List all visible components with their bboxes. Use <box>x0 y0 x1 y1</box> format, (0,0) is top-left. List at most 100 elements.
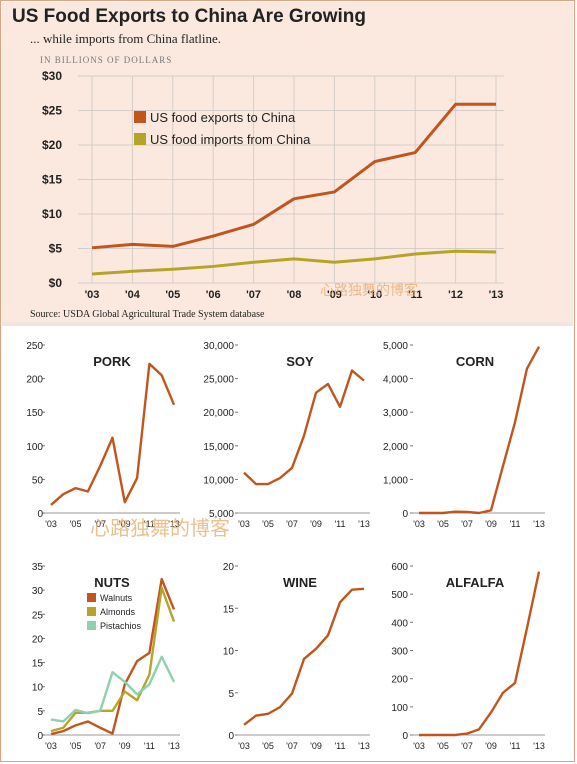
x-tick-label: '07 <box>286 519 298 529</box>
y-tick-label: 100 <box>391 703 408 714</box>
y-tick-label: 50 <box>32 475 44 486</box>
x-tick-label: '11 <box>509 519 520 529</box>
x-tick-label: '09 <box>119 519 131 529</box>
y-tick-label: $25 <box>42 104 62 118</box>
y-tick-label: 15,000 <box>203 442 234 453</box>
y-tick-label: $15 <box>42 173 62 187</box>
x-tick-label: '07 <box>286 741 298 751</box>
x-tick-label: '09 <box>119 741 131 751</box>
x-tick-label: '13 <box>358 741 370 751</box>
y-tick-label: 1,000 <box>383 475 408 486</box>
chart-subtitle: ... while imports from China flatline. <box>30 31 221 46</box>
x-tick-label: '05 <box>262 519 274 529</box>
panel-title: PORK <box>93 354 131 369</box>
x-tick-label: '05 <box>262 741 274 751</box>
x-tick-label: '05 <box>70 741 82 751</box>
y-tick-label: 3,000 <box>383 408 408 419</box>
x-tick-label: '03 <box>413 519 425 529</box>
x-tick-label: '11 <box>408 289 422 301</box>
y-tick-label: 20,000 <box>203 408 234 419</box>
x-tick-label: '03 <box>45 519 57 529</box>
legend-swatch <box>134 133 146 145</box>
y-tick-label: 15 <box>223 604 235 615</box>
watermark: 心路独舞的博客 <box>320 282 418 298</box>
y-tick-label: 500 <box>391 590 408 601</box>
y-tick-label: 0 <box>402 731 408 742</box>
y-tick-label: 5 <box>228 689 234 700</box>
x-tick-label: '09 <box>310 741 322 751</box>
x-tick-label: '09 <box>327 289 342 301</box>
main-chart-panel <box>2 2 573 322</box>
y-tick-label: 10 <box>32 683 44 694</box>
panel-title: ALFALFA <box>446 575 505 590</box>
legend-swatch <box>134 111 146 123</box>
x-tick-label: '07 <box>461 519 473 529</box>
x-tick-label: '03 <box>238 519 250 529</box>
panel-title: NUTS <box>94 575 130 590</box>
y-tick-label: $10 <box>42 207 62 221</box>
series-line-almonds <box>50 586 176 733</box>
y-tick-label: $5 <box>49 242 63 256</box>
y-tick-label: 30,000 <box>203 341 234 352</box>
legend-swatch <box>87 593 96 602</box>
y-tick-label: 5,000 <box>383 341 408 352</box>
x-tick-label: '13 <box>489 289 504 301</box>
series-line-pistachios <box>50 655 176 723</box>
x-tick-label: '09 <box>485 741 497 751</box>
series-line-walnuts <box>50 577 176 736</box>
x-tick-label: '13 <box>168 741 180 751</box>
y-tick-label: 0 <box>228 731 234 742</box>
chart-title: US Food Exports to China Are Growing <box>12 6 366 27</box>
unit-label: IN BILLIONS OF DOLLARS <box>40 55 173 65</box>
y-tick-label: 5,000 <box>209 509 234 520</box>
y-tick-label: 20 <box>223 562 235 573</box>
x-tick-label: '13 <box>168 519 180 529</box>
legend-label: US food exports to China <box>150 110 296 125</box>
y-tick-label: 400 <box>391 618 408 629</box>
y-tick-label: 35 <box>32 562 44 573</box>
y-tick-label: 5 <box>37 707 43 718</box>
x-tick-label: '12 <box>448 289 463 301</box>
y-tick-label: $20 <box>42 138 62 152</box>
legend-swatch <box>87 621 96 630</box>
legend-label: US food imports from China <box>150 132 311 147</box>
x-tick-label: '03 <box>85 289 100 301</box>
x-tick-label: '05 <box>70 519 82 529</box>
x-tick-label: '10 <box>367 289 382 301</box>
x-tick-label: '05 <box>165 289 180 301</box>
x-tick-label: '09 <box>310 519 322 529</box>
x-tick-label: '11 <box>509 741 520 751</box>
y-tick-label: 300 <box>391 647 408 658</box>
y-tick-label: 150 <box>26 408 43 419</box>
x-tick-label: '11 <box>334 741 345 751</box>
panel-title: SOY <box>286 354 314 369</box>
x-tick-label: '05 <box>437 519 449 529</box>
y-tick-label: 20 <box>32 634 44 645</box>
y-tick-label: 250 <box>26 341 43 352</box>
x-tick-label: '07 <box>246 289 261 301</box>
series-line <box>419 346 541 515</box>
legend-label: Almonds <box>100 607 136 617</box>
x-tick-label: '03 <box>238 741 250 751</box>
series-line <box>419 571 541 737</box>
panel-title: CORN <box>456 354 494 369</box>
y-tick-label: 600 <box>391 562 408 573</box>
y-tick-label: 10 <box>223 647 235 658</box>
x-tick-label: '11 <box>144 519 155 529</box>
y-tick-label: 0 <box>37 731 43 742</box>
y-tick-label: 0 <box>402 509 408 520</box>
y-tick-label: 0 <box>37 509 43 520</box>
x-tick-label: '05 <box>437 741 449 751</box>
series-line <box>50 362 176 506</box>
x-tick-label: '03 <box>45 741 57 751</box>
y-tick-label: 10,000 <box>203 475 234 486</box>
panel-separator <box>2 322 573 326</box>
x-tick-label: '03 <box>413 741 425 751</box>
y-tick-label: 2,000 <box>383 442 408 453</box>
x-tick-label: '08 <box>287 289 302 301</box>
y-tick-label: 4,000 <box>383 375 408 386</box>
y-tick-label: $0 <box>49 276 63 290</box>
